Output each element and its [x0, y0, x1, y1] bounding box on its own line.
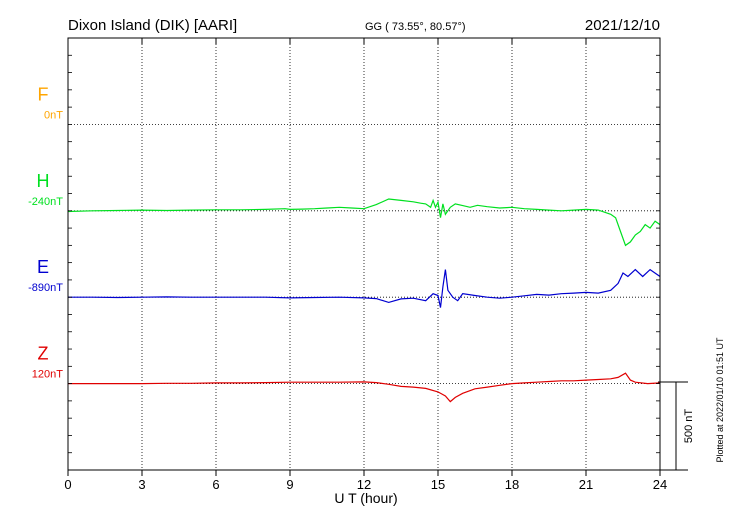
station-title: Dixon Island (DIK) [AARI]	[68, 17, 237, 34]
series-baseline-f: 0nT	[44, 109, 63, 121]
x-tick-label: 12	[357, 477, 371, 492]
station-coords: GG ( 73.55°, 80.57°)	[365, 21, 466, 33]
scale-bar: 500 nT	[658, 381, 695, 471]
x-tick-label: 21	[579, 477, 593, 492]
x-tick-label: 15	[431, 477, 445, 492]
component-labels: F 0nT H -240nT E -890nT Z 120nT	[28, 84, 63, 380]
series-name-f: F	[38, 84, 49, 104]
x-tick-label: 6	[212, 477, 219, 492]
series-trace-e	[68, 268, 661, 308]
x-tick-label: 9	[286, 477, 293, 492]
x-axis-ticks: 0 3 6 9 12 15 18 21 24	[64, 37, 667, 492]
series-trace-z	[68, 372, 661, 403]
x-tick-label: 24	[653, 477, 667, 492]
plotted-timestamp: Plotted at 2022/01/10 01:51 UT	[715, 337, 725, 463]
series-name-e: E	[37, 257, 49, 277]
series-name-h: H	[37, 171, 50, 191]
x-axis-label: U T (hour)	[334, 490, 397, 506]
x-tick-label: 3	[138, 477, 145, 492]
series-baseline-e: -890nT	[28, 282, 63, 294]
series-name-z: Z	[38, 344, 49, 364]
series-traces	[67, 198, 661, 403]
scale-bar-label: 500 nT	[683, 409, 695, 444]
x-tick-label: 0	[64, 477, 71, 492]
series-baseline-z: 120nT	[32, 369, 63, 381]
grid-lines	[68, 38, 660, 470]
chart-date: 2021/12/10	[585, 17, 660, 34]
x-tick-label: 18	[505, 477, 519, 492]
series-trace-h	[67, 198, 661, 247]
series-baseline-h: -240nT	[28, 196, 63, 208]
